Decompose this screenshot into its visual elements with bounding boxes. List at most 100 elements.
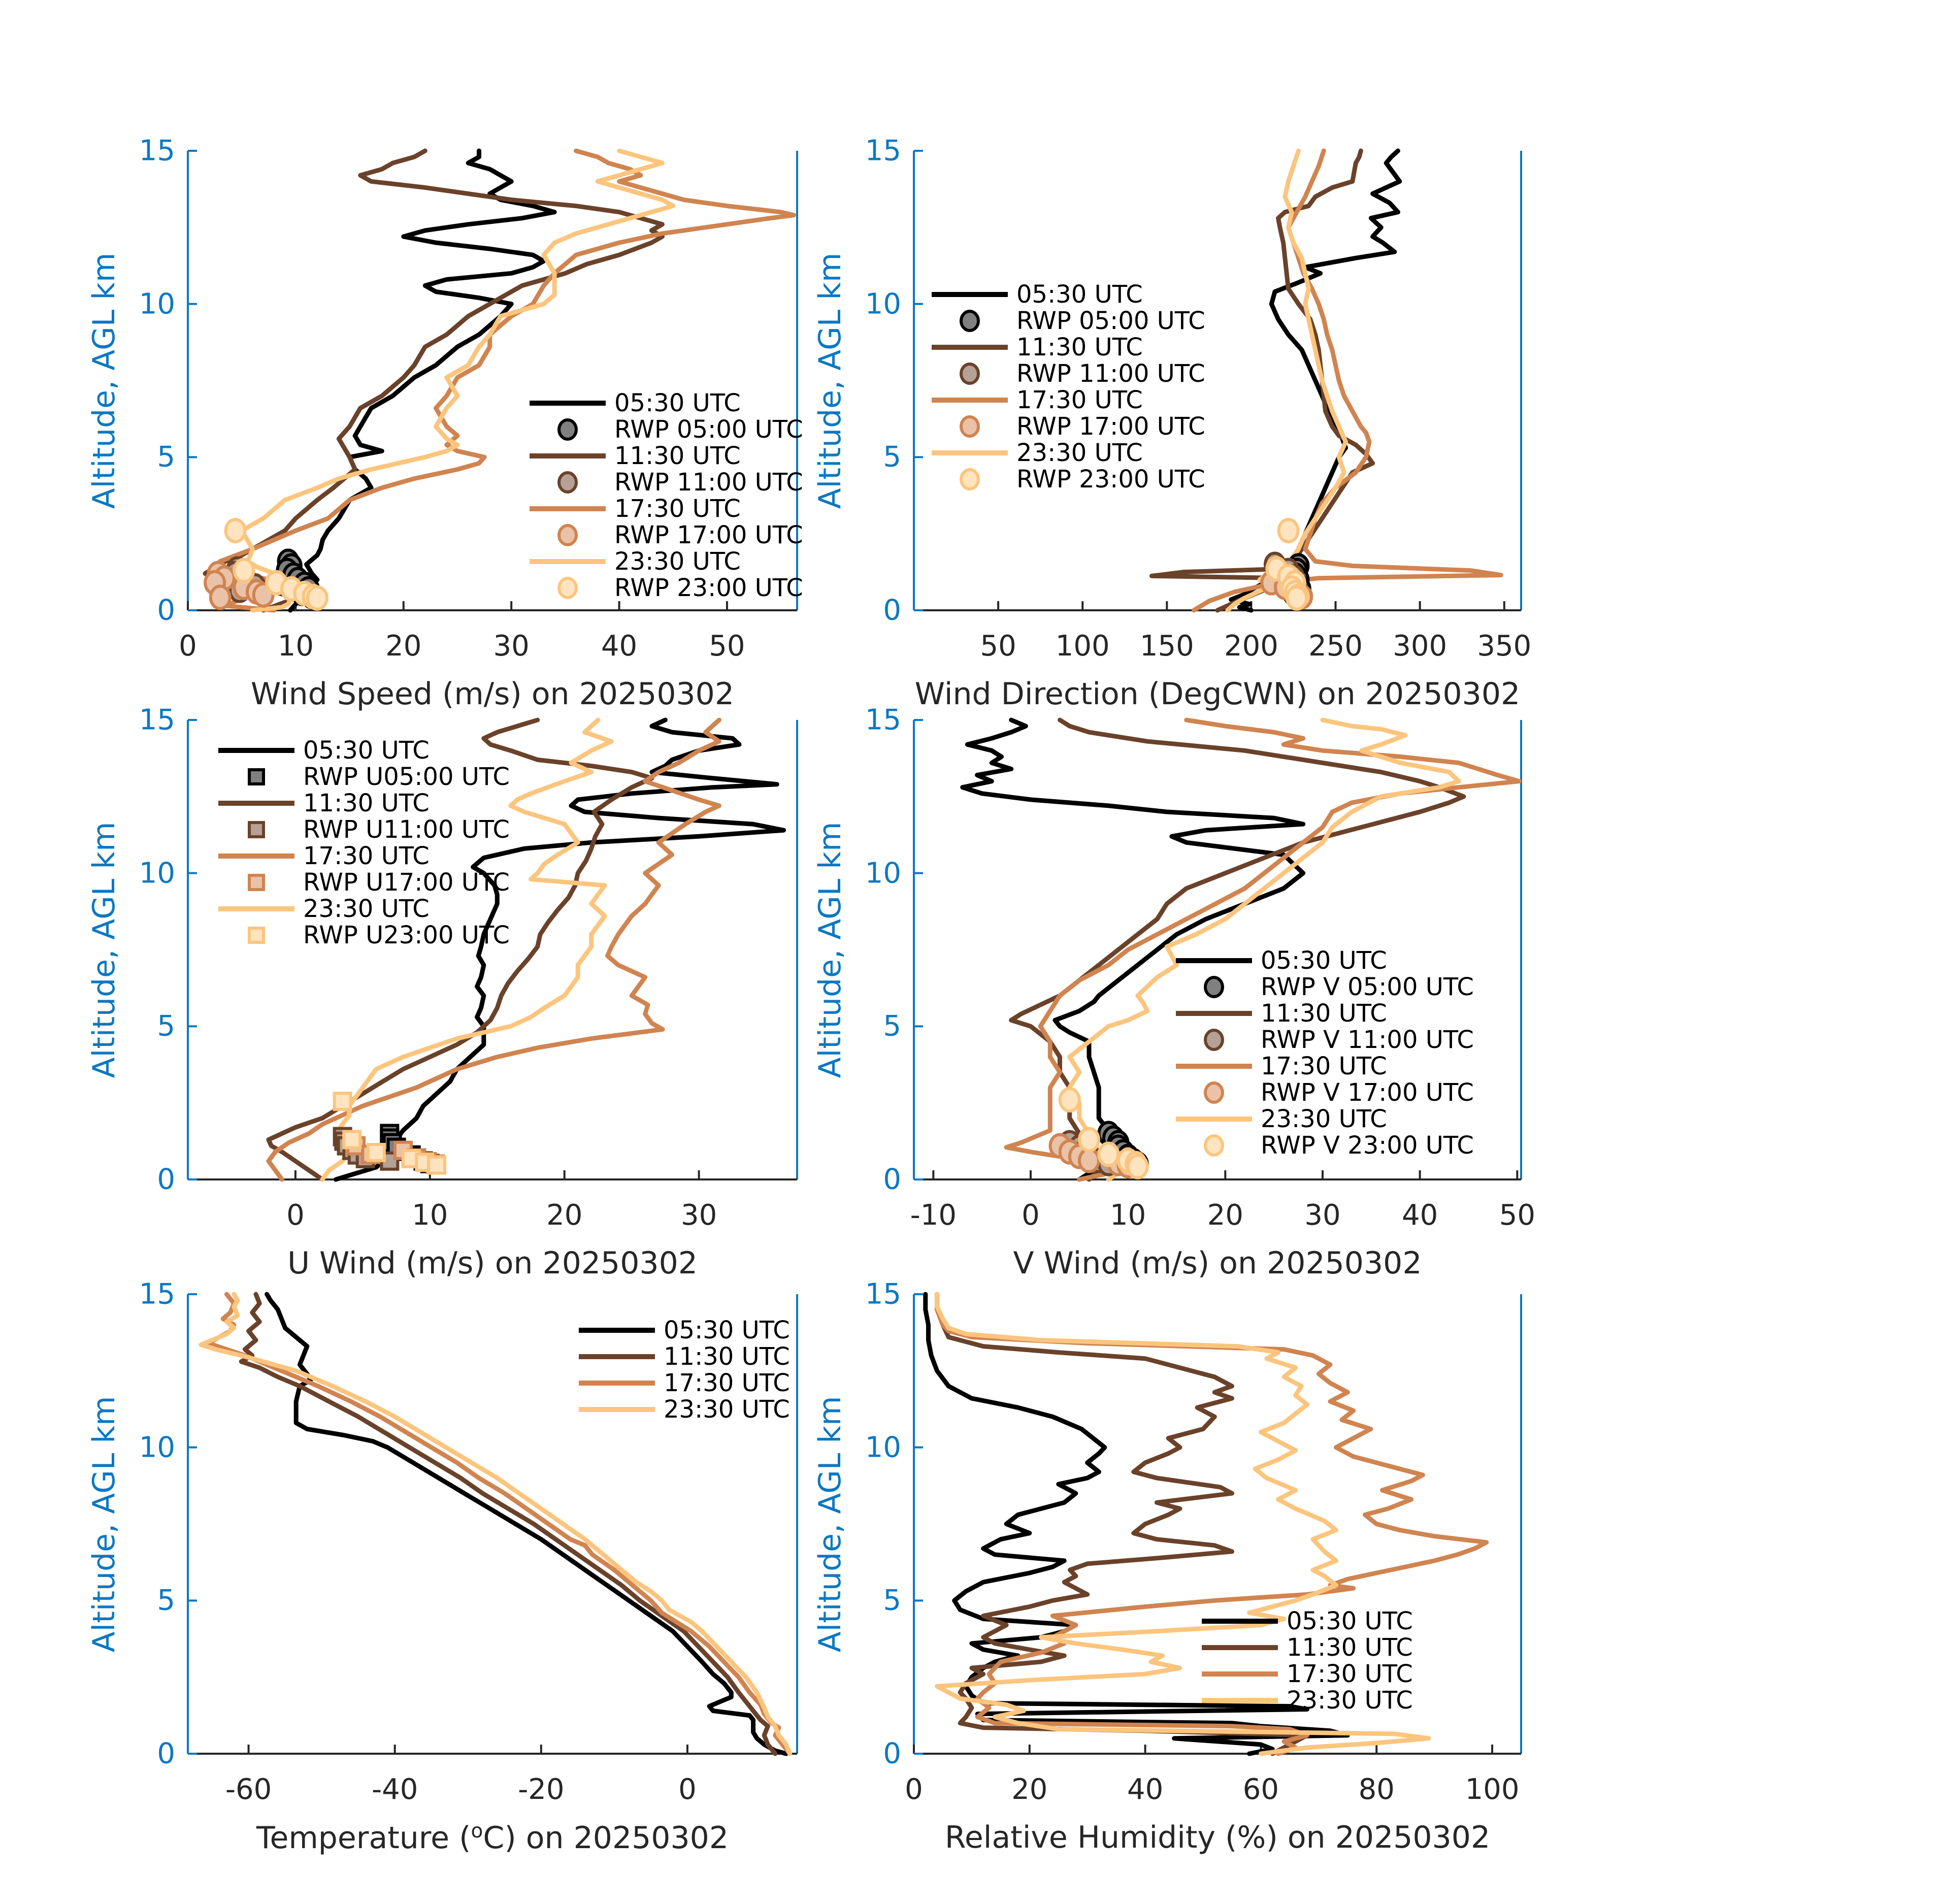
y-tick-label: 5 (157, 1009, 175, 1043)
y-tick-label: 15 (139, 703, 175, 737)
y-axis-label: Altitude, AGL km (812, 1396, 848, 1652)
x-tick-label: 0 (179, 630, 197, 663)
x-tick-label: 0 (286, 1199, 305, 1232)
legend-item-label: 23:30 UTC (614, 547, 741, 576)
curve-0530 (288, 148, 557, 613)
data-marker-circle (1078, 1147, 1100, 1173)
x-tick-label: 0 (905, 1773, 923, 1806)
legend-item-label: 17:30 UTC (664, 1369, 790, 1397)
curve-1130 (266, 717, 654, 1182)
legend-item-label: 11:30 UTC (303, 789, 430, 817)
legend-item-label: RWP 11:00 UTC (1016, 359, 1205, 388)
legend-item-label: RWP 23:00 UTC (614, 574, 803, 602)
x-tick-label: -60 (225, 1773, 272, 1806)
x-tick-label: 300 (1393, 630, 1447, 663)
x-tick-label: 50 (980, 630, 1016, 663)
data-marker-circle (1277, 518, 1300, 544)
y-tick-label: 15 (865, 134, 901, 168)
legend-item-label: RWP U23:00 UTC (303, 921, 510, 949)
y-tick-label: 10 (865, 857, 901, 890)
y-tick-label: 0 (157, 1737, 175, 1770)
x-axis-label: U Wind (m/s) on 20250302 (287, 1245, 698, 1281)
legend-item-label: 05:30 UTC (1016, 280, 1143, 309)
legend-item-label: RWP 05:00 UTC (614, 415, 803, 444)
curve-1730 (212, 148, 797, 613)
data-marker-square (333, 1092, 352, 1111)
x-axis-label: V Wind (m/s) on 20250302 (1013, 1245, 1422, 1281)
legend-item-label: 11:30 UTC (1261, 999, 1387, 1028)
legend-circle-sample (557, 471, 578, 494)
y-axis-label: Altitude, AGL km (812, 822, 848, 1078)
legend-square-sample (248, 927, 265, 944)
legend-square-sample (248, 874, 265, 891)
y-tick-label: 0 (883, 1737, 901, 1770)
x-tick-label: 50 (1499, 1199, 1535, 1232)
legend-item-label: 17:30 UTC (303, 842, 430, 870)
y-axis-label: Altitude, AGL km (86, 822, 122, 1078)
y-tick-label: 15 (865, 1277, 901, 1311)
legend-item-label: 17:30 UTC (1287, 1660, 1413, 1688)
x-tick-label: 100 (1055, 630, 1110, 663)
x-tick-label: 50 (709, 630, 745, 663)
data-marker-circle (1078, 1127, 1100, 1153)
y-tick-label: 5 (157, 1584, 175, 1617)
x-tick-label: 40 (1402, 1199, 1438, 1232)
data-marker-circle (1126, 1154, 1149, 1179)
data-marker-circle (1286, 585, 1308, 611)
x-tick-label: 80 (1358, 1773, 1395, 1806)
y-tick-label: 0 (883, 594, 901, 627)
legend-item-label: 23:30 UTC (1261, 1105, 1387, 1133)
x-tick-label: 350 (1477, 630, 1532, 663)
y-tick-label: 0 (157, 594, 175, 627)
x-tick-label: 10 (277, 630, 314, 663)
data-marker-circle (224, 518, 247, 544)
x-tick-label: 100 (1465, 1773, 1520, 1806)
legend-item-label: 23:30 UTC (303, 895, 430, 923)
legend-item-label: RWP U17:00 UTC (303, 868, 510, 897)
legend-item-label: RWP V 05:00 UTC (1261, 973, 1474, 1001)
curve-0530 (333, 717, 786, 1182)
legend-circle-sample (960, 363, 980, 385)
legend-item-label: RWP U05:00 UTC (303, 763, 510, 791)
legend-item-label: 05:30 UTC (303, 736, 430, 765)
x-tick-label: 150 (1139, 630, 1194, 663)
legend-square-sample (248, 821, 265, 838)
y-tick-label: 0 (157, 1163, 175, 1196)
y-axis-label: Altitude, AGL km (812, 252, 848, 509)
x-tick-label: 250 (1308, 630, 1363, 663)
legend-square-sample (248, 768, 265, 785)
y-tick-label: 5 (883, 440, 901, 474)
x-tick-label: 200 (1224, 630, 1278, 663)
x-tick-label: 20 (1207, 1199, 1243, 1232)
legend-item-label: RWP U11:00 UTC (303, 815, 510, 844)
x-tick-label: 0 (678, 1773, 697, 1806)
curve-1730 (935, 1292, 1489, 1756)
legend-circle-sample (1204, 1029, 1224, 1051)
data-marker-circle (1058, 1087, 1081, 1113)
legend-circle-sample (1204, 1081, 1224, 1104)
legend-item-label: 05:30 UTC (1261, 946, 1387, 975)
legend-circle-sample (960, 310, 980, 332)
legend-item-label: RWP 11:00 UTC (614, 468, 803, 497)
curve-0530 (923, 1292, 1350, 1756)
legend-item-label: RWP 17:00 UTC (614, 521, 803, 549)
curve-0530 (265, 1292, 788, 1756)
data-marker-square (366, 1142, 386, 1162)
x-tick-label: 20 (1011, 1773, 1048, 1806)
y-tick-label: 5 (157, 440, 175, 474)
y-tick-label: 10 (139, 857, 175, 890)
legend-item-label: 17:30 UTC (1261, 1052, 1387, 1080)
curve-1730 (1192, 148, 1503, 613)
legend-item-label: 23:30 UTC (1016, 439, 1143, 467)
curve-2330 (935, 1292, 1431, 1756)
data-marker-circle (1097, 1141, 1120, 1167)
x-axis-label: Wind Speed (m/s) on 20250302 (250, 676, 735, 712)
y-axis-label: Altitude, AGL km (86, 252, 122, 509)
legend-item-label: RWP V 17:00 UTC (1261, 1078, 1474, 1107)
legend-item-label: 17:30 UTC (614, 495, 741, 523)
x-tick-label: 40 (601, 630, 638, 663)
x-tick-label: 20 (546, 1199, 583, 1232)
y-tick-label: 10 (139, 287, 175, 321)
x-tick-label: -10 (910, 1199, 957, 1232)
